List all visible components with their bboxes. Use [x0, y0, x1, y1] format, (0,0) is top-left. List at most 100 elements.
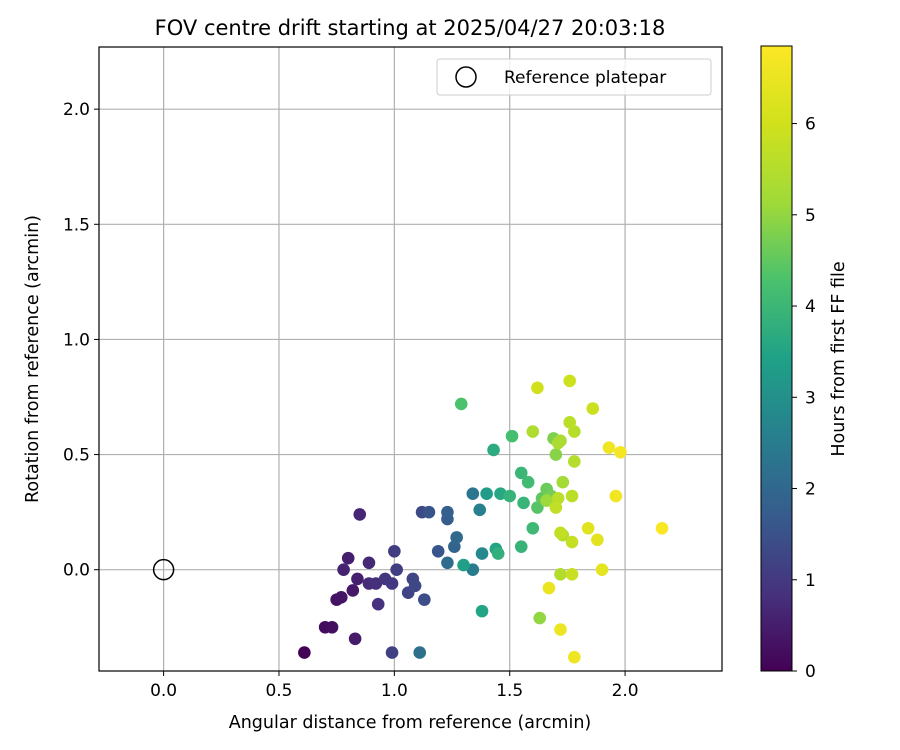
data-point	[480, 487, 493, 501]
colorbar-tick-label: 0	[805, 662, 816, 682]
data-point	[362, 556, 376, 570]
legend-entry-reference-platepar: Reference platepar	[504, 68, 666, 88]
data-point	[334, 591, 348, 604]
data-point	[563, 374, 577, 388]
data-point	[655, 521, 669, 535]
colorbar-label: Hours from first FF file	[829, 261, 849, 456]
plot-frame	[98, 46, 723, 672]
x-tick-label: 1.5	[496, 681, 523, 701]
data-point	[337, 563, 350, 576]
data-point	[413, 646, 427, 659]
data-point	[542, 581, 556, 595]
y-tick-label: 0.0	[63, 561, 90, 581]
data-point	[551, 436, 565, 450]
data-point	[385, 577, 399, 590]
data-point	[568, 455, 581, 468]
data-point	[521, 475, 535, 489]
data-point	[609, 489, 623, 503]
data-point	[565, 489, 579, 503]
colorbar-gradient	[760, 45, 793, 672]
data-point	[441, 505, 454, 519]
data-point	[586, 402, 600, 415]
legend: Reference platepar	[436, 58, 712, 96]
data-point	[422, 505, 436, 519]
colorbar: 0 1 2 3 4 5 6 Hours from first FF file	[760, 45, 849, 682]
data-point	[554, 623, 567, 636]
data-point	[457, 558, 470, 572]
data-point	[341, 551, 355, 565]
data-point	[351, 572, 364, 586]
data-point	[565, 535, 579, 549]
colorbar-tick-label: 5	[805, 206, 816, 226]
colorbar-tick-label: 4	[805, 297, 816, 317]
y-axis-ticks: 0.0 0.5 1.0 1.5 2.0	[63, 100, 99, 581]
colorbar-tick-label: 6	[805, 115, 816, 135]
x-tick-label: 1.0	[381, 681, 408, 701]
data-point	[568, 650, 581, 664]
data-point	[371, 597, 385, 611]
data-point	[591, 533, 604, 547]
y-tick-label: 2.0	[63, 100, 90, 120]
data-point	[503, 489, 517, 503]
data-point	[540, 494, 553, 507]
data-point	[533, 611, 547, 625]
data-point	[487, 443, 500, 457]
data-point	[595, 563, 609, 576]
legend-marker-icon	[455, 66, 477, 88]
data-point	[531, 381, 544, 395]
y-axis-label: Rotation from reference (arcmin)	[23, 215, 43, 503]
data-point	[466, 487, 480, 501]
data-point	[450, 531, 463, 544]
x-axis-label: Angular distance from reference (arcmin)	[229, 713, 592, 733]
reference-platepar-marker	[152, 558, 175, 581]
colorbar-tick-label: 2	[805, 480, 816, 500]
data-point	[473, 503, 487, 517]
data-point	[614, 445, 627, 459]
colorbar-ticks: 0 1 2 3 4 5 6	[792, 115, 816, 682]
scatter-points	[298, 374, 669, 664]
y-tick-label: 0.5	[63, 446, 90, 466]
x-axis-ticks: 0.0 0.5 1.0 1.5 2.0	[150, 671, 639, 701]
data-point	[549, 448, 563, 461]
chart-title: FOV centre drift starting at 2025/04/27 …	[155, 16, 666, 40]
y-tick-label: 1.0	[63, 330, 90, 350]
colorbar-tick-label: 1	[805, 571, 816, 591]
data-point	[556, 475, 570, 489]
data-point	[385, 646, 399, 659]
data-point	[554, 567, 567, 581]
data-point	[475, 547, 489, 560]
data-point	[526, 425, 540, 438]
data-point	[408, 579, 422, 593]
legend-box	[436, 58, 712, 96]
data-point	[418, 593, 431, 606]
data-point	[388, 544, 401, 558]
data-point	[505, 429, 519, 443]
data-point	[581, 521, 595, 535]
data-point	[563, 416, 577, 429]
data-point	[298, 646, 311, 659]
data-point	[491, 547, 505, 560]
data-point	[348, 632, 362, 646]
data-point	[431, 544, 445, 558]
x-tick-label: 2.0	[612, 681, 639, 701]
data-point	[565, 567, 579, 581]
data-point	[526, 521, 540, 535]
data-point	[325, 620, 339, 634]
x-tick-label: 0.0	[150, 681, 177, 701]
data-point	[514, 540, 528, 553]
x-tick-label: 0.5	[265, 681, 292, 701]
data-point	[346, 584, 360, 597]
data-point	[390, 563, 403, 576]
y-tick-label: 1.5	[63, 215, 90, 235]
data-point	[514, 466, 528, 480]
data-point	[517, 496, 530, 510]
data-point	[441, 556, 454, 570]
colorbar-tick-label: 3	[805, 388, 816, 408]
data-point	[554, 526, 567, 540]
data-point	[475, 604, 489, 618]
data-point	[454, 397, 468, 411]
data-point	[549, 501, 563, 514]
data-point	[353, 508, 367, 521]
